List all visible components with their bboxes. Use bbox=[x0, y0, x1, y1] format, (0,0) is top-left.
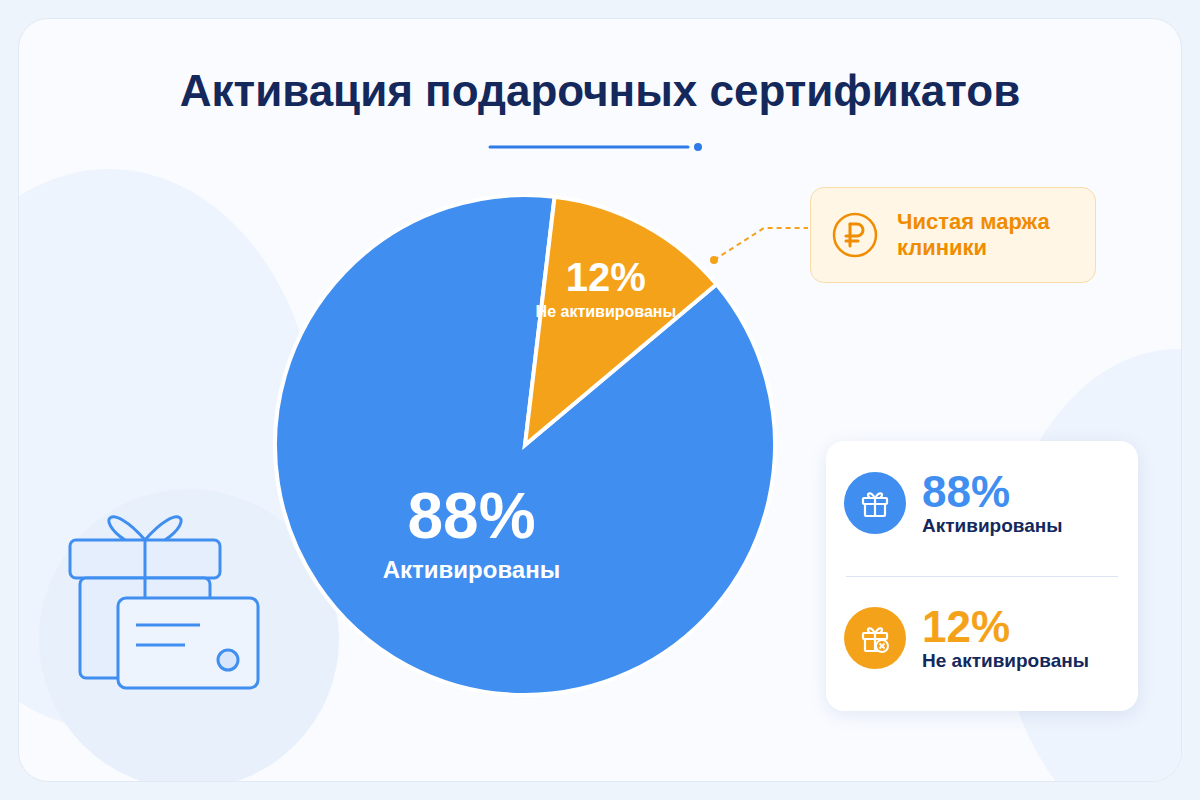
html-text:Чистая маржа клиники: Чистая маржа клиники bbox=[897, 208, 1050, 260]
html-text:88%: 88% bbox=[922, 467, 1011, 516]
svg-text:12%: 12% bbox=[566, 255, 646, 299]
svg-text:Не активированы: Не активированы bbox=[536, 303, 677, 320]
html-text:12%: 12% bbox=[922, 602, 1011, 651]
html-text:Не активированы: Не активированы bbox=[922, 650, 1089, 672]
html-text:Активация подарочных сертифика: Активация подарочных сертификатов bbox=[179, 66, 1021, 115]
svg-text:88%: 88% bbox=[407, 480, 535, 552]
svg-text:Активированы: Активированы bbox=[383, 556, 560, 583]
html-text:Активированы: Активированы bbox=[922, 515, 1063, 537]
